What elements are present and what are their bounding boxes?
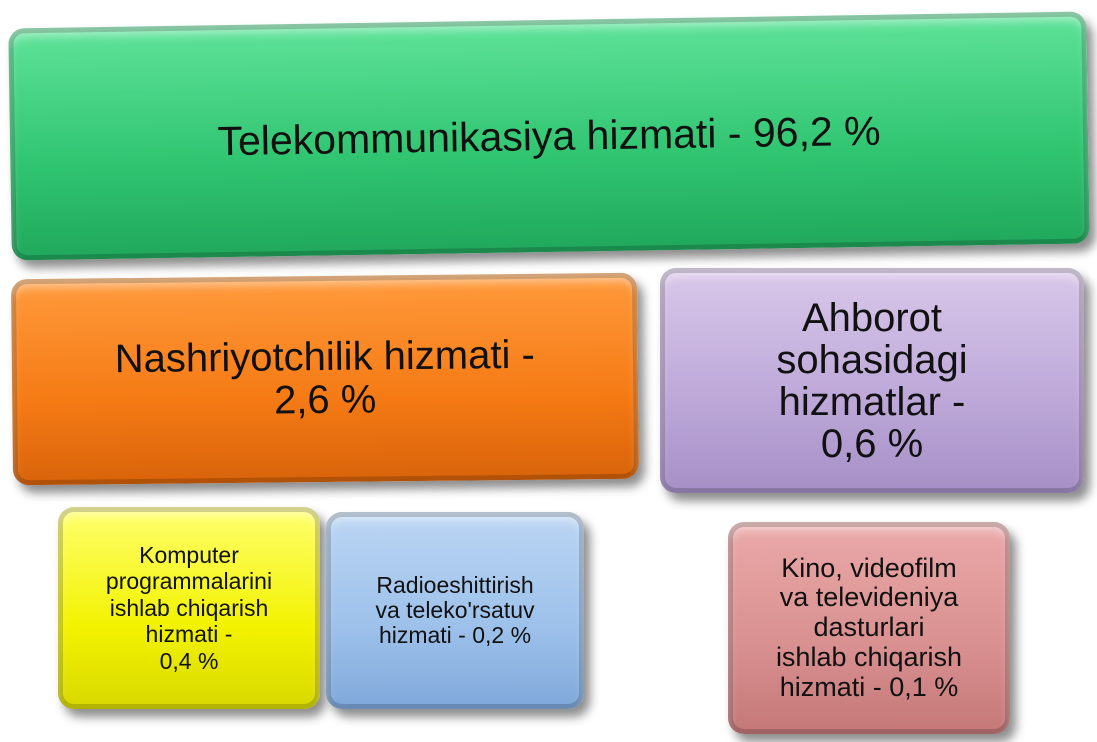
box-label: dasturlari xyxy=(813,612,925,643)
box-label: sohasidagi xyxy=(776,337,968,382)
box: Telekommunikasiya hizmati - 96,2 % xyxy=(8,11,1090,261)
box-label: 0,6 % xyxy=(820,421,924,466)
box: Kino, videofilm va televideniya dasturlari… xyxy=(728,522,1010,734)
box-label: Telekommunikasiya hizmati - 96,2 % xyxy=(217,107,881,165)
box-label: Ahborot xyxy=(801,295,943,340)
box: Nashriyotchilik hizmati -2,6 % xyxy=(10,272,640,486)
box-label: programmalarini xyxy=(105,568,273,595)
box-label: Komputer xyxy=(139,541,239,568)
box-label: 0,4 % xyxy=(159,647,219,674)
box-label: hizmati - 0,2 % xyxy=(378,621,532,648)
box: Radioeshittirish va teleko'rsatuv hizmati … xyxy=(326,512,584,709)
box-label: Kino, videofilm xyxy=(781,552,957,583)
box-label: hizmati - xyxy=(145,621,233,648)
box-label: va teleko'rsatuv xyxy=(375,597,535,624)
box-label: Nashriyotchilik hizmati - xyxy=(114,332,536,382)
box-label: Radioeshittirish xyxy=(376,572,534,599)
box-label: va televideniya xyxy=(779,582,959,613)
box-label: hizmati - 0,1 % xyxy=(779,671,959,702)
box-label: ishlab chiqarish xyxy=(109,594,269,621)
box: Ahborot sohasidagi hizmatlar -0,6 % xyxy=(660,268,1084,493)
box-label: ishlab chiqarish xyxy=(775,641,963,672)
box-label: hizmatlar - xyxy=(778,379,966,424)
box-label: 2,6 % xyxy=(273,377,377,423)
box: Komputer programmalarini ishlab chiqarish h… xyxy=(58,507,320,709)
